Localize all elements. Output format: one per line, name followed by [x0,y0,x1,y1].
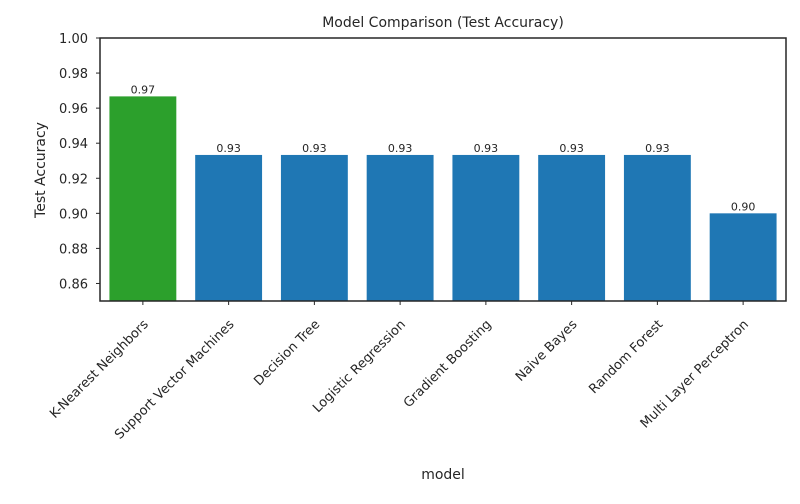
bar [623,154,691,301]
x-tick-label: Decision Tree [251,317,323,389]
plot-frame [99,37,787,302]
chart-title: Model Comparison (Test Accuracy) [322,15,564,31]
data-label: 0.93 [216,142,241,155]
bar [709,213,777,301]
y-tick-label: 0.94 [59,137,88,152]
bars-group [109,96,777,301]
x-tick-label: Gradient Boosting [401,317,495,411]
y-tick-label: 0.88 [59,242,88,257]
y-tick-label: 1.00 [59,32,88,47]
bar [366,154,434,301]
x-tick-label: Random Forest [586,317,666,397]
y-axis-label: Test Accuracy [33,122,49,219]
bar [195,154,263,301]
y-tick-label: 0.92 [59,172,88,187]
y-ticks-group: 0.86 0.88 0.90 0.92 0.94 0.96 0.98 1.00 [59,32,100,292]
bar [109,96,177,301]
data-label: 0.93 [645,142,670,155]
x-tick-label: K-Nearest Neighbors [47,317,152,422]
data-label: 0.93 [388,142,413,155]
y-tick-label: 0.90 [59,207,88,222]
data-label: 0.93 [302,142,327,155]
data-labels-group: 0.97 0.93 0.93 0.93 0.93 0.93 0.93 0.90 [131,83,756,213]
data-label: 0.93 [559,142,584,155]
y-tick-label: 0.86 [59,277,88,292]
y-tick-label: 0.98 [59,67,88,82]
x-tick-label: Naive Bayes [513,317,581,385]
y-tick-label: 0.96 [59,102,88,117]
x-tick-label: Logistic Regression [310,317,409,416]
bar [538,154,606,301]
bar [280,154,348,301]
data-label: 0.90 [731,200,756,213]
data-label: 0.97 [131,83,156,96]
bar [452,154,520,301]
data-label: 0.93 [474,142,499,155]
x-axis-label: model [421,467,465,483]
